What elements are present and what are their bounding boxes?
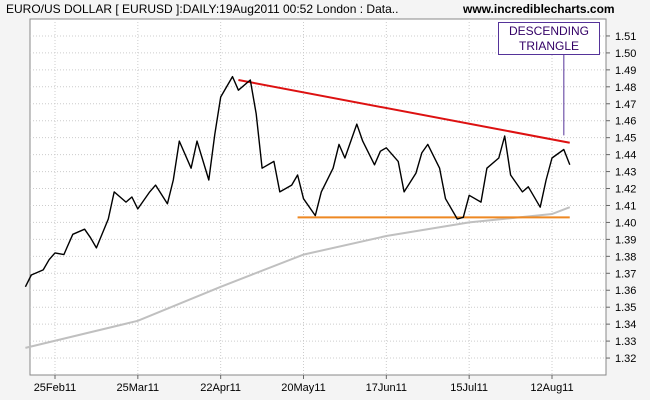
- annotation-line-1: DESCENDING: [508, 24, 589, 38]
- y-tick-label: 1.45: [615, 133, 636, 145]
- x-tick-label: 12Aug11: [530, 382, 573, 394]
- site-link[interactable]: www.incrediblecharts.com: [463, 2, 615, 16]
- y-tick-label: 1.48: [615, 82, 636, 94]
- moving-average-layer: [25, 206, 571, 349]
- y-tick-label: 1.33: [615, 336, 636, 348]
- chart-title: EURO/US DOLLAR [ EURUSD ]:DAILY:19Aug201…: [6, 2, 399, 16]
- moving-average-line: [25, 206, 571, 349]
- y-tick-label: 1.38: [615, 251, 636, 263]
- plot-area: [29, 18, 607, 376]
- pattern-annotation-box: DESCENDING TRIANGLE: [498, 22, 600, 55]
- price-line-layer: [24, 75, 571, 288]
- y-tick-label: 1.43: [615, 167, 636, 179]
- x-tick-label: 15Jul11: [450, 382, 488, 394]
- y-tick-label: 1.51: [615, 31, 636, 43]
- x-tick-label: 22Apr11: [200, 382, 241, 394]
- x-tick-label: 17Jun11: [366, 382, 407, 394]
- trendline-layer: [238, 79, 570, 144]
- x-tick-label: 25Feb11: [34, 382, 77, 394]
- y-tick-label: 1.40: [615, 217, 636, 229]
- y-tick-label: 1.36: [615, 285, 636, 297]
- y-tick-label: 1.35: [615, 302, 636, 314]
- price-line: [24, 75, 571, 288]
- y-tick-label: 1.37: [615, 268, 636, 280]
- descending-trendline: [238, 79, 570, 144]
- y-axis-ticks: 1.32 1.33 1.34 1.35 1.36 1.37 1.38 1.39 1.40 1.41…: [606, 31, 636, 365]
- y-tick-label: 1.32: [615, 353, 636, 365]
- x-tick-label: 20May11: [281, 382, 325, 394]
- y-tick-label: 1.47: [615, 99, 636, 111]
- y-tick-label: 1.39: [615, 234, 636, 246]
- y-tick-label: 1.50: [615, 48, 636, 60]
- y-tick-label: 1.44: [615, 150, 636, 162]
- annotation-line-2: TRIANGLE: [518, 39, 579, 53]
- y-tick-label: 1.34: [615, 319, 636, 331]
- y-tick-label: 1.49: [615, 65, 636, 77]
- y-tick-label: 1.41: [615, 200, 636, 212]
- y-tick-label: 1.42: [615, 184, 636, 196]
- y-tick-label: 1.46: [615, 116, 636, 128]
- x-axis-ticks: 25Feb11 25Mar11 22Apr11 20May11 17Jun11 15Jul…: [34, 375, 574, 394]
- x-tick-label: 25Mar11: [117, 382, 160, 394]
